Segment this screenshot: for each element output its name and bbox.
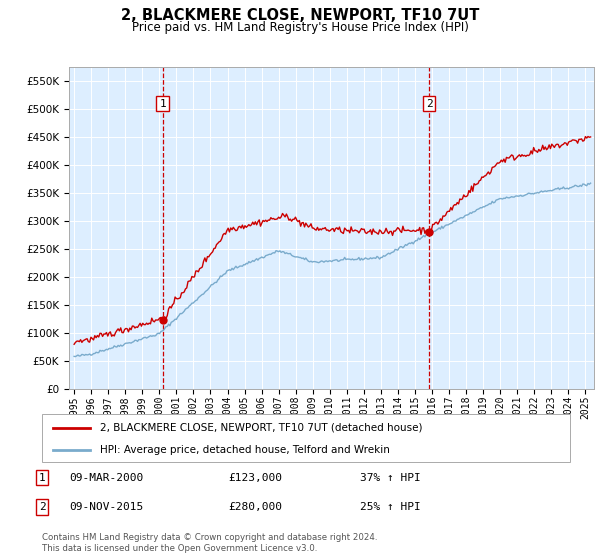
Text: Price paid vs. HM Land Registry's House Price Index (HPI): Price paid vs. HM Land Registry's House … xyxy=(131,21,469,34)
FancyBboxPatch shape xyxy=(42,414,570,462)
Text: 37% ↑ HPI: 37% ↑ HPI xyxy=(360,473,421,483)
Text: 2, BLACKMERE CLOSE, NEWPORT, TF10 7UT: 2, BLACKMERE CLOSE, NEWPORT, TF10 7UT xyxy=(121,8,479,24)
Text: 09-NOV-2015: 09-NOV-2015 xyxy=(69,502,143,512)
Text: 1: 1 xyxy=(38,473,46,483)
Text: £280,000: £280,000 xyxy=(228,502,282,512)
Text: 09-MAR-2000: 09-MAR-2000 xyxy=(69,473,143,483)
Text: 1: 1 xyxy=(159,99,166,109)
Text: HPI: Average price, detached house, Telford and Wrekin: HPI: Average price, detached house, Telf… xyxy=(100,445,390,455)
Text: 25% ↑ HPI: 25% ↑ HPI xyxy=(360,502,421,512)
Text: £123,000: £123,000 xyxy=(228,473,282,483)
Text: Contains HM Land Registry data © Crown copyright and database right 2024.
This d: Contains HM Land Registry data © Crown c… xyxy=(42,533,377,553)
Text: 2: 2 xyxy=(38,502,46,512)
Text: 2, BLACKMERE CLOSE, NEWPORT, TF10 7UT (detached house): 2, BLACKMERE CLOSE, NEWPORT, TF10 7UT (d… xyxy=(100,423,422,433)
Text: 2: 2 xyxy=(426,99,433,109)
